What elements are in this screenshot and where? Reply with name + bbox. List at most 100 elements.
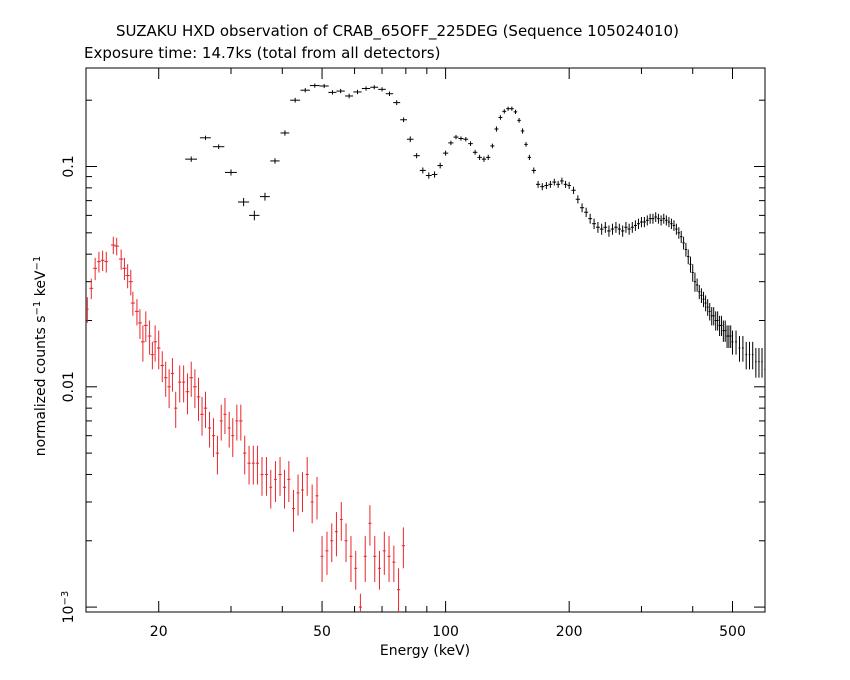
data-point <box>363 536 367 582</box>
data-point <box>137 309 142 339</box>
data-point <box>344 523 348 563</box>
data-point <box>645 215 649 226</box>
data-point <box>160 351 164 383</box>
data-point <box>235 404 239 441</box>
data-point <box>189 361 194 397</box>
data-point <box>494 126 499 132</box>
data-point <box>425 172 432 179</box>
data-point <box>86 297 89 323</box>
x-tick-label: 20 <box>150 624 168 640</box>
data-point <box>702 291 705 308</box>
data-point <box>481 156 487 162</box>
data-point <box>579 203 585 213</box>
data-point <box>207 411 212 448</box>
data-point <box>193 369 197 409</box>
data-point <box>287 461 291 502</box>
data-point <box>368 505 372 546</box>
data-point <box>243 435 247 475</box>
data-point <box>490 143 495 149</box>
data-point <box>199 135 211 140</box>
data-point <box>735 330 737 355</box>
data-point <box>502 109 507 114</box>
data-point <box>603 221 608 233</box>
data-point <box>334 512 338 557</box>
data-point <box>607 225 611 237</box>
data-point <box>472 149 478 155</box>
data-point <box>677 227 681 239</box>
data-point <box>377 550 382 590</box>
data-point <box>691 264 694 282</box>
data-point <box>442 150 449 156</box>
data-point <box>592 218 597 230</box>
data-point <box>156 330 161 370</box>
data-point <box>527 154 532 161</box>
data-point <box>648 213 652 224</box>
data-point <box>477 154 482 161</box>
x-tick-label: 50 <box>313 624 331 640</box>
data-point <box>751 341 754 370</box>
data-point <box>563 180 568 188</box>
data-point <box>110 236 116 255</box>
data-point <box>506 106 510 111</box>
data-point <box>270 158 280 164</box>
data-point <box>125 264 130 289</box>
data-point <box>153 325 157 362</box>
data-point <box>706 299 709 316</box>
plot-frame <box>85 67 766 613</box>
data-point <box>556 180 561 188</box>
data-point <box>571 186 576 195</box>
data-point <box>696 278 699 292</box>
series-1 <box>185 83 766 387</box>
data-point <box>621 225 625 237</box>
data-point <box>684 242 688 257</box>
data-point <box>745 341 748 370</box>
data-point <box>716 311 719 331</box>
series-2 <box>86 236 405 612</box>
data-point <box>167 369 171 409</box>
data-point <box>468 141 473 146</box>
data-point <box>742 336 744 362</box>
data-point <box>211 418 216 458</box>
chart-subtitle: Exposure time: 14.7ks (total from all de… <box>84 44 441 62</box>
data-point <box>393 100 401 106</box>
data-point <box>104 251 109 273</box>
data-point <box>251 445 255 485</box>
data-point <box>463 137 469 142</box>
data-point <box>140 325 145 362</box>
data-point <box>269 469 273 509</box>
data-point <box>280 130 290 136</box>
data-point <box>396 568 401 612</box>
data-point <box>657 213 660 224</box>
data-point <box>413 153 420 159</box>
data-point <box>419 167 426 174</box>
data-point <box>727 325 730 349</box>
data-point <box>361 86 371 91</box>
data-point <box>509 106 514 111</box>
data-point <box>309 83 320 88</box>
data-point <box>387 536 391 582</box>
data-point <box>290 97 301 103</box>
data-point <box>704 295 707 312</box>
data-point <box>264 457 268 496</box>
data-point <box>748 341 751 370</box>
data-point <box>584 207 589 217</box>
data-point <box>296 474 300 516</box>
y-tick-label: 10−3 <box>60 591 78 624</box>
data-point <box>575 195 580 204</box>
data-point <box>675 223 678 235</box>
data-point <box>654 212 658 222</box>
data-point <box>599 223 604 235</box>
data-point <box>339 501 343 541</box>
data-point <box>400 117 407 123</box>
data-point <box>720 315 723 337</box>
data-point <box>712 307 715 326</box>
data-point <box>274 461 277 502</box>
data-point <box>513 109 518 115</box>
data-point <box>239 404 243 441</box>
data-point <box>178 365 182 403</box>
data-point <box>708 303 711 321</box>
data-point <box>182 365 186 403</box>
data-point <box>698 284 701 300</box>
data-point <box>215 435 220 475</box>
